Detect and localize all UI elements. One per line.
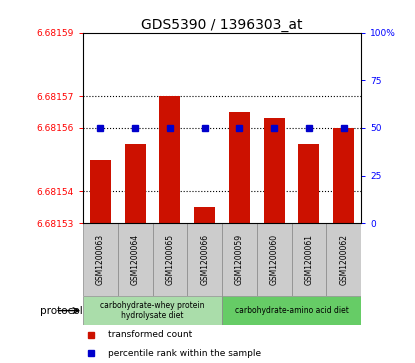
Text: GSM1200066: GSM1200066 xyxy=(200,234,209,285)
Bar xyxy=(222,296,361,325)
Bar xyxy=(159,96,180,223)
Text: GSM1200059: GSM1200059 xyxy=(235,234,244,285)
Bar xyxy=(264,118,285,223)
Text: carbohydrate-amino acid diet: carbohydrate-amino acid diet xyxy=(234,306,349,315)
Bar xyxy=(222,223,257,296)
Text: GSM1200065: GSM1200065 xyxy=(166,234,174,285)
Bar xyxy=(298,144,320,223)
Bar xyxy=(187,223,222,296)
Bar xyxy=(83,296,222,325)
Bar xyxy=(124,144,146,223)
Text: GSM1200060: GSM1200060 xyxy=(270,234,278,285)
Bar xyxy=(257,223,291,296)
Bar xyxy=(291,223,326,296)
Bar xyxy=(153,223,187,296)
Text: carbohydrate-whey protein
hydrolysate diet: carbohydrate-whey protein hydrolysate di… xyxy=(100,301,205,320)
Bar xyxy=(83,223,118,296)
Title: GDS5390 / 1396303_at: GDS5390 / 1396303_at xyxy=(141,18,303,32)
Text: GSM1200062: GSM1200062 xyxy=(339,234,348,285)
Bar xyxy=(333,128,354,223)
Text: protocol: protocol xyxy=(39,306,82,315)
Text: GSM1200061: GSM1200061 xyxy=(305,234,313,285)
Bar xyxy=(326,223,361,296)
Text: transformed count: transformed count xyxy=(108,330,192,339)
Bar xyxy=(194,207,215,223)
Bar xyxy=(229,112,250,223)
Text: GSM1200063: GSM1200063 xyxy=(96,234,105,285)
Text: percentile rank within the sample: percentile rank within the sample xyxy=(108,349,261,358)
Text: GSM1200064: GSM1200064 xyxy=(131,234,139,285)
Bar xyxy=(118,223,153,296)
Bar xyxy=(90,160,111,223)
